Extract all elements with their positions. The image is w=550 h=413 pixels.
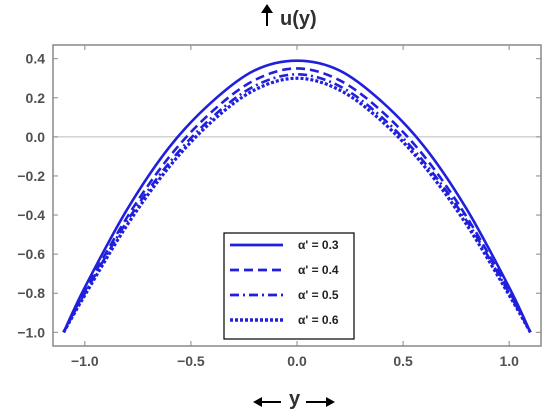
legend: α' = 0.3 α' = 0.4 α' = 0.5 α' = 0.6 [223,232,355,340]
x-tick-label: 0.0 [287,353,307,369]
y-tick-label: −0.8 [17,285,45,301]
y-axis-title: u(y) [261,4,317,30]
series-line-2 [62,67,532,333]
y-tick-label: 0.4 [26,51,46,67]
up-arrow-head [261,4,273,13]
x-tick-label: 0.5 [393,353,413,369]
legend-label-1: α' = 0.3 [298,238,339,252]
series-line-4 [62,76,532,334]
x-axis-label: y [289,388,301,410]
legend-label-2: α' = 0.4 [298,263,339,277]
x-tick-label: 1.0 [499,353,519,369]
right-arrow-head [326,397,335,407]
y-tick-label: −0.4 [17,207,45,223]
series-line-1 [62,59,532,333]
x-tick-label: −0.5 [177,353,205,369]
legend-label-3: α' = 0.5 [298,288,339,302]
series-line-3 [62,73,532,333]
x-tick-label: −1.0 [71,353,99,369]
y-axis-label: u(y) [280,8,317,30]
legend-label-4: α' = 0.6 [298,313,339,327]
y-tick-label: 0.0 [26,129,46,145]
y-tick-label: 0.2 [26,90,46,106]
x-axis-title: y [253,388,335,410]
left-arrow-head [253,397,262,407]
y-tick-label: −0.6 [17,246,45,262]
y-tick-label: −0.2 [17,168,45,184]
y-tick-label: −1.0 [17,324,45,340]
